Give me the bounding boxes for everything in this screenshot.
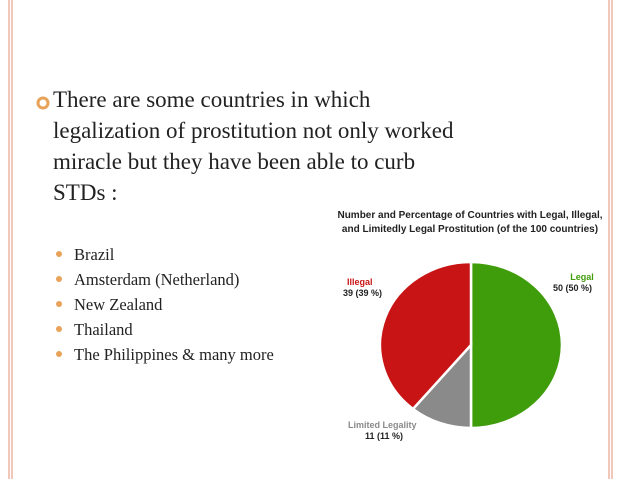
list-item-label: The Philippines & many more [74,345,274,364]
bullet-dot-icon [56,301,62,308]
legal-value-label: 50 (50 %) [553,283,593,293]
main-bullet-text: There are some countries in which legali… [53,87,454,205]
bullet-dot-icon [56,351,62,358]
limited-value-label: 11 (11 %) [365,431,404,441]
pie-slice-illegal [378,260,473,411]
pie-chart [378,260,564,430]
illegal-name: Illegal [347,277,373,287]
illegal-value-label: 39 (39 %) [343,288,383,298]
list-item-label: Brazil [74,245,115,264]
right-decorative-stripe [611,0,613,479]
list-item: The Philippines & many more [56,342,274,367]
legal-label: Legal [562,272,602,283]
bullet-dot-icon [56,276,62,283]
bullet-dot-icon [56,251,62,258]
left-decorative-stripe [11,0,13,479]
right-decorative-stripe [608,0,610,479]
list-item: New Zealand [56,292,274,317]
sub-bullet-list: Brazil Amsterdam (Netherland) New Zealan… [56,242,274,367]
limited-name: Limited Legality [348,420,417,430]
left-decorative-stripe [8,0,10,479]
list-item: Brazil [56,242,274,267]
list-item-label: Thailand [74,320,133,339]
list-item-label: Amsterdam (Netherland) [74,270,240,289]
bullet-dot-icon [56,326,62,333]
chart-title: Number and Percentage of Countries with … [337,210,603,235]
legal-name: Legal [570,272,594,282]
pie-slice-legal [469,260,564,430]
list-item: Thailand [56,317,274,342]
ring-bullet-icon [36,96,50,110]
list-item: Amsterdam (Netherland) [56,267,274,292]
list-item-label: New Zealand [74,295,163,314]
